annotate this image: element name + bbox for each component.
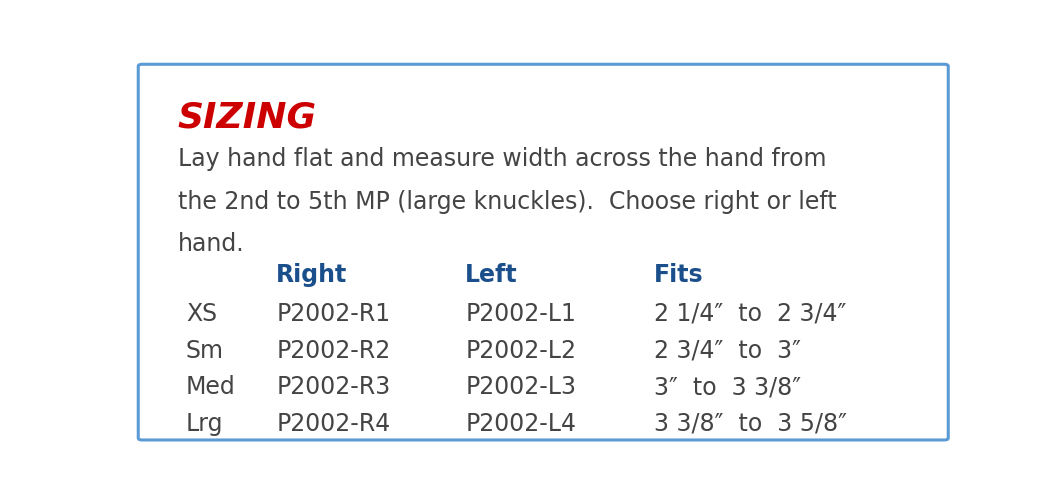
Text: P2002-L3: P2002-L3 xyxy=(465,375,577,398)
Text: 2 3/4″  to  3″: 2 3/4″ to 3″ xyxy=(654,338,801,362)
Text: 2 1/4″  to  2 3/4″: 2 1/4″ to 2 3/4″ xyxy=(654,301,847,325)
Text: P2002-L2: P2002-L2 xyxy=(465,338,577,362)
Text: SIZING: SIZING xyxy=(178,101,317,135)
Text: Lrg: Lrg xyxy=(186,411,224,435)
Text: 3 3/8″  to  3 5/8″: 3 3/8″ to 3 5/8″ xyxy=(654,411,847,435)
Text: P2002-R3: P2002-R3 xyxy=(277,375,390,398)
Text: hand.: hand. xyxy=(178,232,244,256)
Text: 3″  to  3 3/8″: 3″ to 3 3/8″ xyxy=(654,375,801,398)
Text: Left: Left xyxy=(465,263,518,287)
FancyBboxPatch shape xyxy=(138,65,949,440)
Text: P2002-R4: P2002-R4 xyxy=(277,411,390,435)
Text: XS: XS xyxy=(186,301,217,325)
Text: Lay hand flat and measure width across the hand from: Lay hand flat and measure width across t… xyxy=(178,147,826,171)
Text: Med: Med xyxy=(186,375,235,398)
Text: Sm: Sm xyxy=(186,338,224,362)
Text: the 2nd to 5th MP (large knuckles).  Choose right or left: the 2nd to 5th MP (large knuckles). Choo… xyxy=(178,189,836,213)
Text: P2002-R2: P2002-R2 xyxy=(277,338,390,362)
Text: P2002-R1: P2002-R1 xyxy=(277,301,390,325)
Text: P2002-L1: P2002-L1 xyxy=(465,301,576,325)
Text: Fits: Fits xyxy=(654,263,704,287)
Text: Right: Right xyxy=(277,263,348,287)
Text: P2002-L4: P2002-L4 xyxy=(465,411,577,435)
